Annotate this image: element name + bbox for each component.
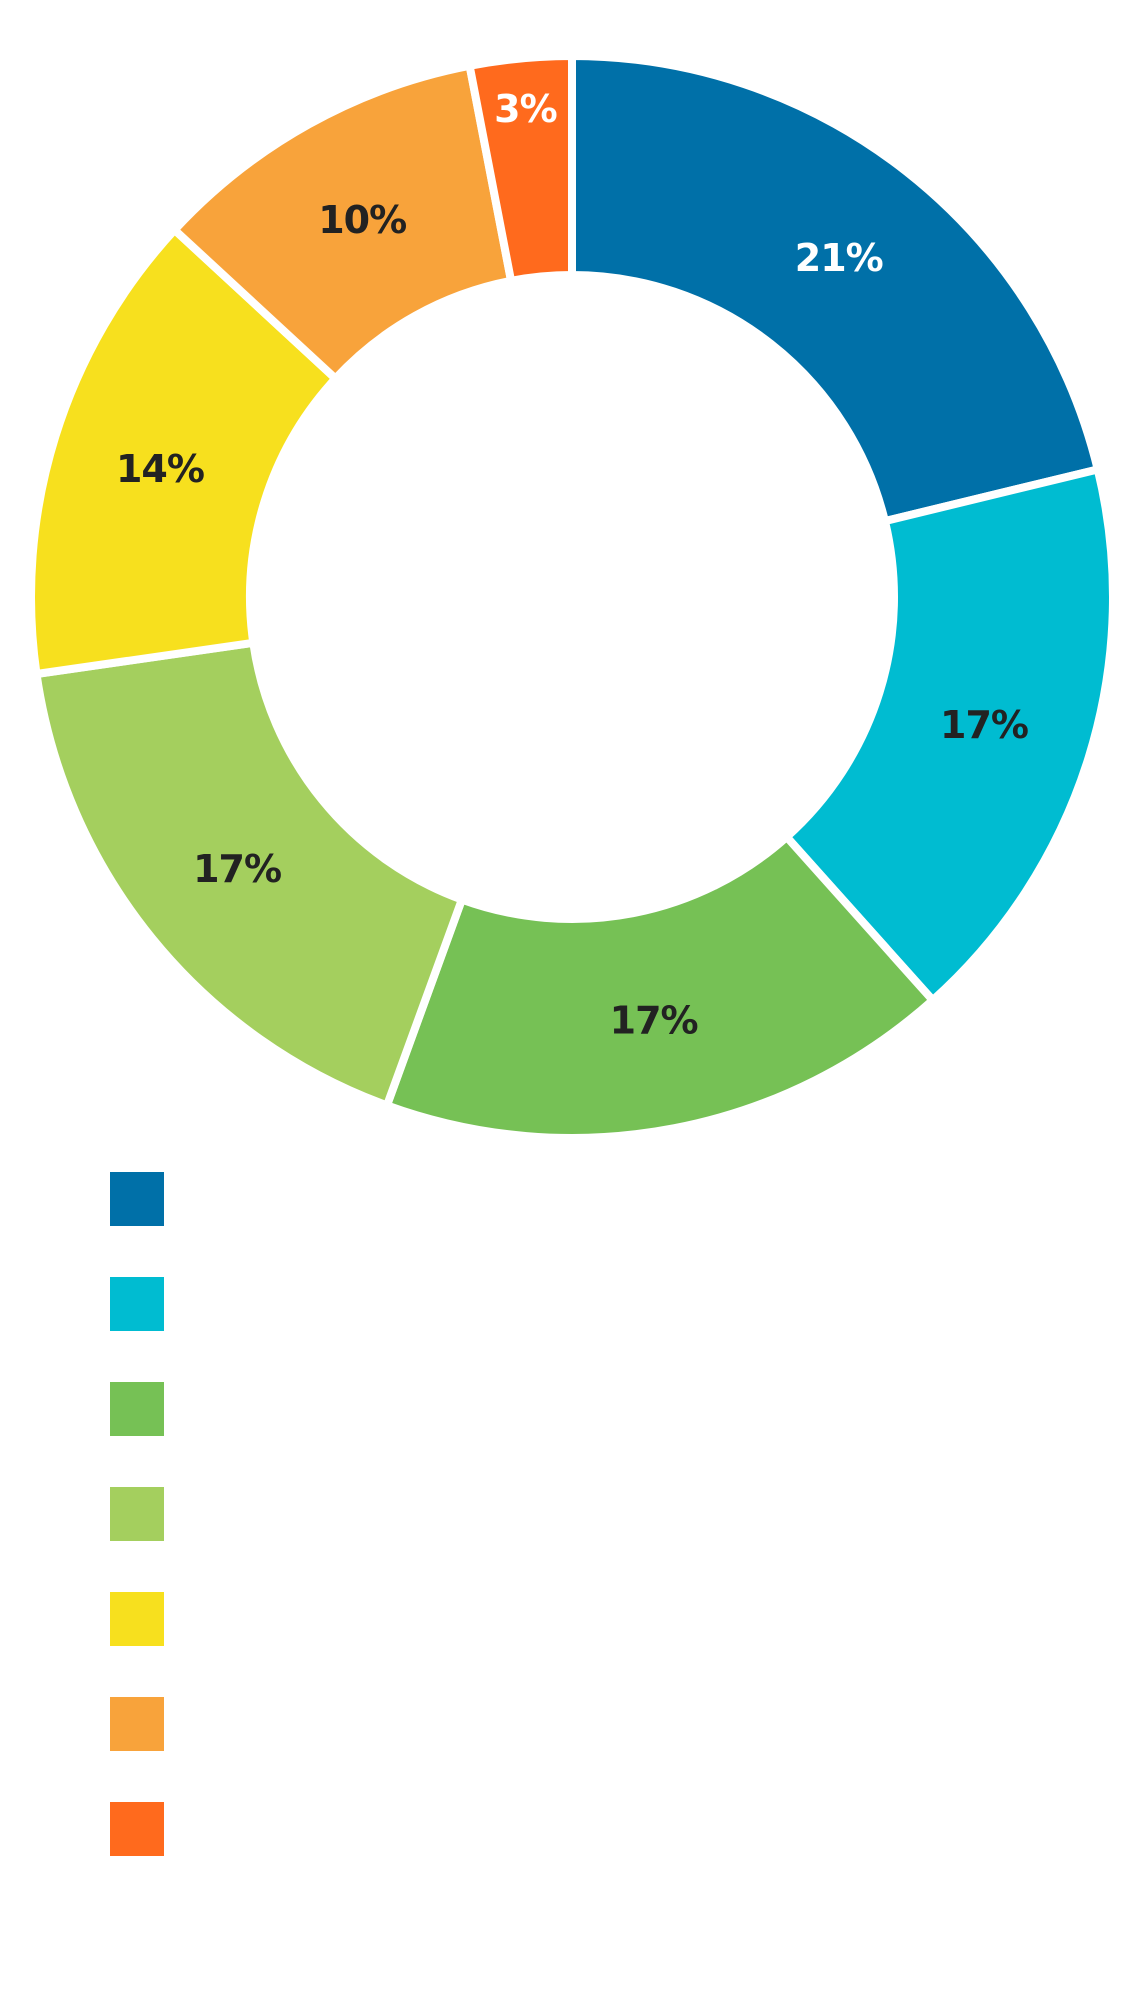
slice-label-2: 17%	[940, 703, 1028, 747]
donut-slice-4	[31, 638, 467, 1111]
slice-label-3: 17%	[610, 999, 698, 1043]
legend-item-2	[110, 1277, 1010, 1331]
donut-slice-3	[381, 831, 939, 1142]
legend-swatch-4	[110, 1487, 164, 1541]
slice-label-1: 21%	[795, 236, 883, 280]
donut-slice-2	[781, 464, 1117, 1006]
legend-item-7	[110, 1802, 1010, 1856]
legend-swatch-5	[110, 1592, 164, 1646]
donut-chart: 21% 17% 17% 17% 14% 10% 3%	[27, 51, 1117, 1142]
slice-label-5: 14%	[116, 447, 204, 491]
donut-slice-5	[27, 224, 342, 679]
slice-label-7: 3%	[494, 87, 557, 131]
slice-label-4: 17%	[193, 847, 281, 891]
legend-swatch-3	[110, 1382, 164, 1436]
legend-item-5	[110, 1592, 1010, 1646]
slice-label-6: 10%	[318, 198, 406, 242]
donut-slice-1	[568, 51, 1103, 526]
legend-swatch-7	[110, 1802, 164, 1856]
chart-legend	[110, 1172, 1010, 1932]
legend-swatch-1	[110, 1172, 164, 1226]
donut-slice-7	[464, 51, 576, 286]
legend-item-4	[110, 1487, 1010, 1541]
legend-item-3	[110, 1382, 1010, 1436]
legend-item-1	[110, 1172, 1010, 1226]
legend-swatch-6	[110, 1697, 164, 1751]
legend-item-6	[110, 1697, 1010, 1751]
legend-swatch-2	[110, 1277, 164, 1331]
